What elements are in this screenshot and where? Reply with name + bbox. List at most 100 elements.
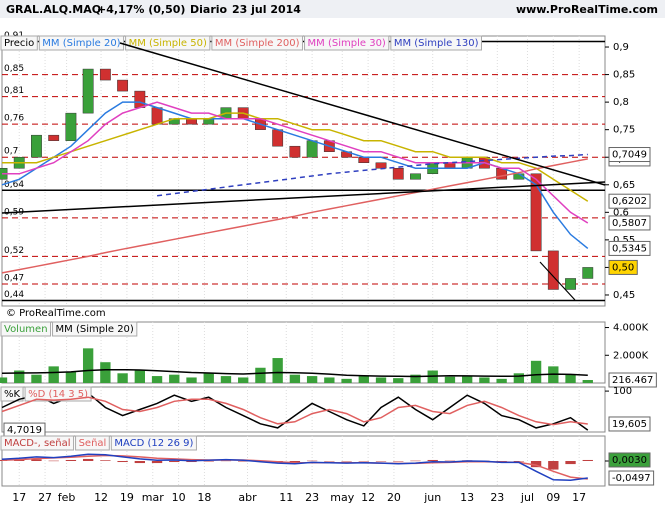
bar [565, 461, 576, 465]
bar [513, 373, 525, 383]
legend-box [75, 435, 110, 451]
site: www.ProRealTime.com [516, 3, 658, 16]
legend-box [24, 386, 92, 402]
level-label: 0,85 [4, 64, 24, 74]
bar [169, 374, 180, 383]
value-label: 4,7019 [7, 425, 42, 436]
level-label: 0,81 [4, 86, 24, 96]
bar [82, 348, 94, 383]
candle-body [289, 145, 301, 158]
bar [151, 376, 163, 383]
legend-box [390, 35, 482, 51]
value-label: 19,605 [612, 419, 647, 430]
x-tick-label: 19 [120, 491, 134, 504]
x-tick-label: 09 [546, 491, 560, 504]
symbol: GRAL.ALQ.MAQ [6, 3, 101, 16]
legend-entry: Volumen [4, 324, 48, 335]
bar [65, 371, 77, 383]
trend-line [539, 261, 576, 301]
legend-entry: MM (Simple 30) [308, 38, 386, 49]
bar [462, 376, 473, 383]
legend-entry: Señal [79, 438, 107, 449]
candle-body [82, 68, 94, 114]
x-tick-label: 11 [279, 491, 293, 504]
value-label: 0,50 [612, 262, 634, 273]
x-tick-label: 23 [305, 491, 319, 504]
x-tick-label: may [330, 491, 354, 504]
bar [289, 374, 301, 383]
legend-box [110, 435, 197, 451]
bar [65, 459, 77, 461]
candle-body [48, 134, 60, 141]
x-tick-label: 12 [94, 491, 108, 504]
bar [117, 461, 128, 463]
legend-entry: Precio [4, 38, 34, 49]
copyright: © ProRealTime.com [6, 308, 106, 319]
x-tick-label: 12 [361, 491, 375, 504]
x-tick-label: 23 [490, 491, 504, 504]
level-label: 0,44 [4, 290, 24, 300]
bar [582, 379, 593, 383]
x-tick-label: 20 [387, 491, 401, 504]
value-label: 0,0030 [612, 455, 647, 466]
ma-line [2, 101, 589, 224]
bar [324, 461, 335, 462]
y-tick-label: 0,65 [613, 180, 635, 191]
level-label: 0,47 [4, 273, 24, 283]
x-tick-label: 18 [197, 491, 211, 504]
trend-line [119, 42, 606, 186]
y-tick-label: 0,75 [613, 125, 635, 136]
legend-box [38, 35, 125, 51]
bar [444, 460, 456, 462]
bar [220, 376, 232, 383]
date: 23 jul 2014 [232, 3, 301, 16]
x-tick-label: 27 [38, 491, 52, 504]
candle-body [358, 156, 370, 163]
candle-body [530, 173, 542, 252]
value-label: 216.467 [612, 375, 653, 386]
legend-entry: %K [4, 389, 21, 400]
bar [289, 461, 301, 463]
candle-body [392, 167, 404, 180]
value-label-box [608, 259, 638, 275]
bar [513, 461, 525, 462]
bar [48, 366, 59, 383]
legend-entry: MM (Simple 20) [42, 38, 120, 49]
bar [117, 373, 128, 383]
value-label-box [608, 416, 651, 432]
bar [427, 459, 438, 461]
candle-body [203, 118, 215, 125]
bar [375, 377, 387, 383]
value-label-box [608, 452, 651, 468]
bar [530, 461, 542, 468]
bar [0, 377, 8, 383]
bar [375, 461, 387, 462]
x-tick-label: jun [423, 491, 441, 504]
value-label: 0,6202 [612, 196, 647, 207]
bar [341, 461, 352, 462]
value-label: 0,5345 [612, 243, 647, 254]
x-tick-label: jul [520, 491, 534, 504]
bar [410, 374, 421, 383]
bar [100, 460, 111, 461]
bar [393, 378, 404, 383]
legend-box [304, 35, 390, 51]
x-tick-label: 10 [172, 491, 186, 504]
bar [393, 461, 404, 462]
bar [255, 367, 266, 383]
title-bar [0, 0, 665, 18]
bar [203, 373, 214, 383]
candle-body [375, 162, 387, 169]
bar [548, 461, 559, 470]
x-tick-label: feb [58, 491, 76, 504]
ma-line [1, 453, 588, 481]
x-tick-label: abr [238, 491, 257, 504]
level-label: 0,76 [4, 114, 24, 124]
trend-lines [1, 42, 606, 301]
x-tick-label: 13 [460, 491, 474, 504]
candle-body [272, 129, 284, 147]
legend-entry: MM (Simple 20) [56, 324, 134, 335]
y-tick-label: 2.000K [613, 350, 649, 361]
legend-entry: MM (Simple 130) [394, 38, 479, 49]
